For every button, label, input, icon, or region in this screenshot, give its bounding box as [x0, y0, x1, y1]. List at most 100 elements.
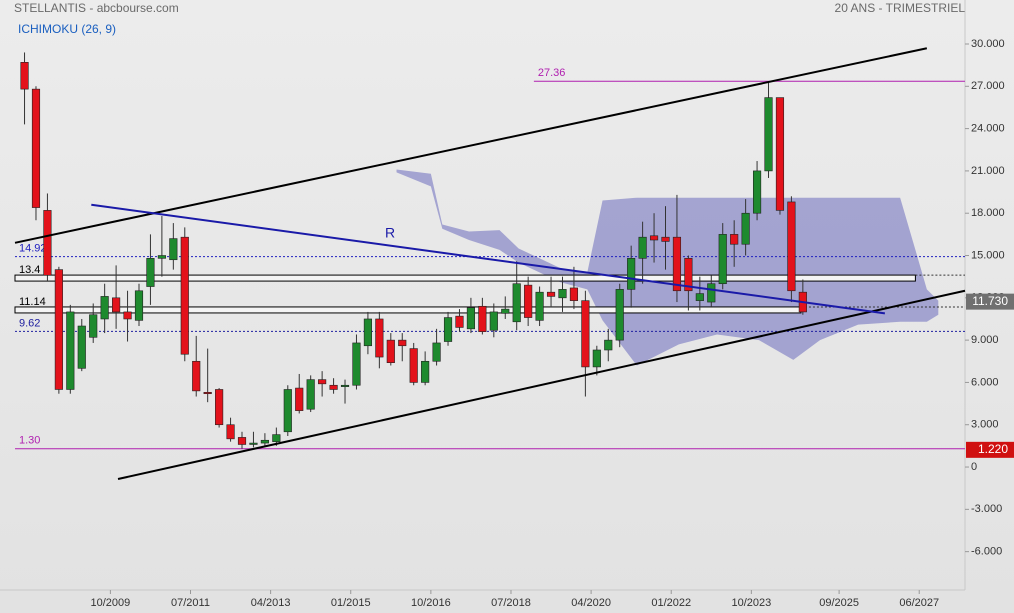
candle-body [306, 379, 315, 410]
y-tick-label: 30.000 [971, 38, 1005, 50]
x-tick-label: 04/2020 [571, 597, 611, 609]
candle-body [283, 389, 292, 433]
candle-body [512, 283, 521, 323]
x-tick-label: 10/2023 [731, 597, 771, 609]
price-label: 11.730 [972, 294, 1008, 308]
level-zone [14, 306, 802, 314]
price-label-box [966, 293, 1014, 310]
chart-subtitle: 20 ANS - TRIMESTRIEL [835, 1, 966, 15]
chart-title: STELLANTIS - abcbourse.com [14, 1, 179, 15]
candle-body [340, 384, 350, 387]
candle-body [375, 318, 384, 358]
candle-body [398, 339, 407, 347]
candle-body [54, 269, 63, 390]
trendline [91, 203, 886, 315]
x-tick-label: 06/2027 [899, 597, 939, 609]
candle-body [260, 439, 269, 444]
candle-body [249, 442, 258, 445]
candle-body [661, 236, 670, 242]
trendlines-layer [14, 47, 966, 480]
candle-body [535, 291, 544, 321]
x-tick-label: 01/2015 [331, 597, 371, 609]
candle-body [775, 97, 785, 211]
level-label: 13.4 [19, 264, 40, 276]
candle-body [627, 258, 636, 290]
candle-body [77, 325, 86, 369]
candle-body [489, 311, 498, 331]
x-tick-label: 10/2016 [411, 597, 451, 609]
price-label-box [966, 441, 1014, 458]
candle-body [157, 255, 166, 259]
candle-body [352, 342, 361, 386]
candle-body [546, 291, 556, 297]
candle-body [192, 360, 201, 392]
candle-body [432, 342, 441, 362]
level-label: 1.30 [19, 435, 40, 447]
candle-body [466, 307, 476, 330]
x-tick-label: 09/2025 [819, 597, 859, 609]
candle-body [764, 97, 773, 172]
candle-body [215, 389, 224, 426]
y-tick-label: 9.000 [971, 334, 999, 346]
candle-body [741, 212, 750, 245]
trendline [14, 47, 928, 244]
candle-body [318, 379, 327, 385]
candle-body [718, 234, 727, 285]
candle-body [455, 315, 464, 328]
y-tick-label: 6.000 [971, 376, 999, 388]
y-tick-label: -3.000 [971, 503, 1002, 515]
candle-body [329, 384, 338, 390]
candle-body [443, 317, 453, 342]
indicator-label: ICHIMOKU (26, 9) [18, 22, 116, 36]
candle-body [295, 387, 304, 411]
candle-body [478, 305, 487, 332]
candle-body [787, 201, 796, 292]
candle-body [43, 210, 52, 276]
candles-layer [20, 52, 807, 449]
y-tick-label: 18.000 [971, 207, 1005, 219]
candle-body [558, 289, 567, 299]
candle-body [730, 234, 739, 245]
candle-body [707, 283, 716, 303]
candle-body [20, 62, 29, 90]
candle-body [672, 236, 682, 292]
candle-body [226, 424, 235, 440]
cloud-layer [396, 169, 939, 366]
candle-body [409, 348, 418, 383]
candle-body [638, 236, 647, 259]
candle-body [100, 296, 109, 320]
x-tick-label: 10/2009 [90, 597, 130, 609]
candle-body [203, 391, 212, 395]
candle-body [169, 238, 178, 261]
candle-body [684, 258, 693, 292]
candle-body [66, 311, 75, 390]
candle-body [581, 300, 590, 368]
candle-body [524, 284, 533, 318]
candle-body [237, 437, 247, 445]
level-label: 9.62 [19, 317, 40, 329]
x-tick-label: 04/2013 [251, 597, 291, 609]
x-tick-label: 07/2011 [171, 597, 210, 609]
y-tick-label: 21.000 [971, 165, 1005, 177]
candle-body [752, 170, 762, 214]
x-tick-label: 01/2022 [651, 597, 691, 609]
y-tick-label: 15.000 [971, 249, 1005, 261]
candle-body [31, 88, 41, 208]
ichimoku-cloud [396, 169, 939, 366]
price-label: 1.220 [978, 442, 1008, 456]
level-zone [14, 274, 916, 282]
candle-body [649, 235, 659, 241]
candle-body [123, 311, 132, 320]
candle-body [615, 289, 624, 341]
y-tick-label: 24.000 [971, 123, 1005, 135]
candle-body [386, 339, 395, 363]
candle-body [604, 339, 613, 351]
axes-layer: 30.00027.00024.00021.00018.00015.00012.0… [90, 38, 1014, 609]
candle-body [363, 318, 372, 347]
candle-body [180, 236, 189, 355]
y-tick-label: 3.000 [971, 419, 999, 431]
trendline-label: R [385, 225, 395, 241]
level-label: 11.14 [19, 296, 46, 308]
candle-body [421, 360, 430, 383]
